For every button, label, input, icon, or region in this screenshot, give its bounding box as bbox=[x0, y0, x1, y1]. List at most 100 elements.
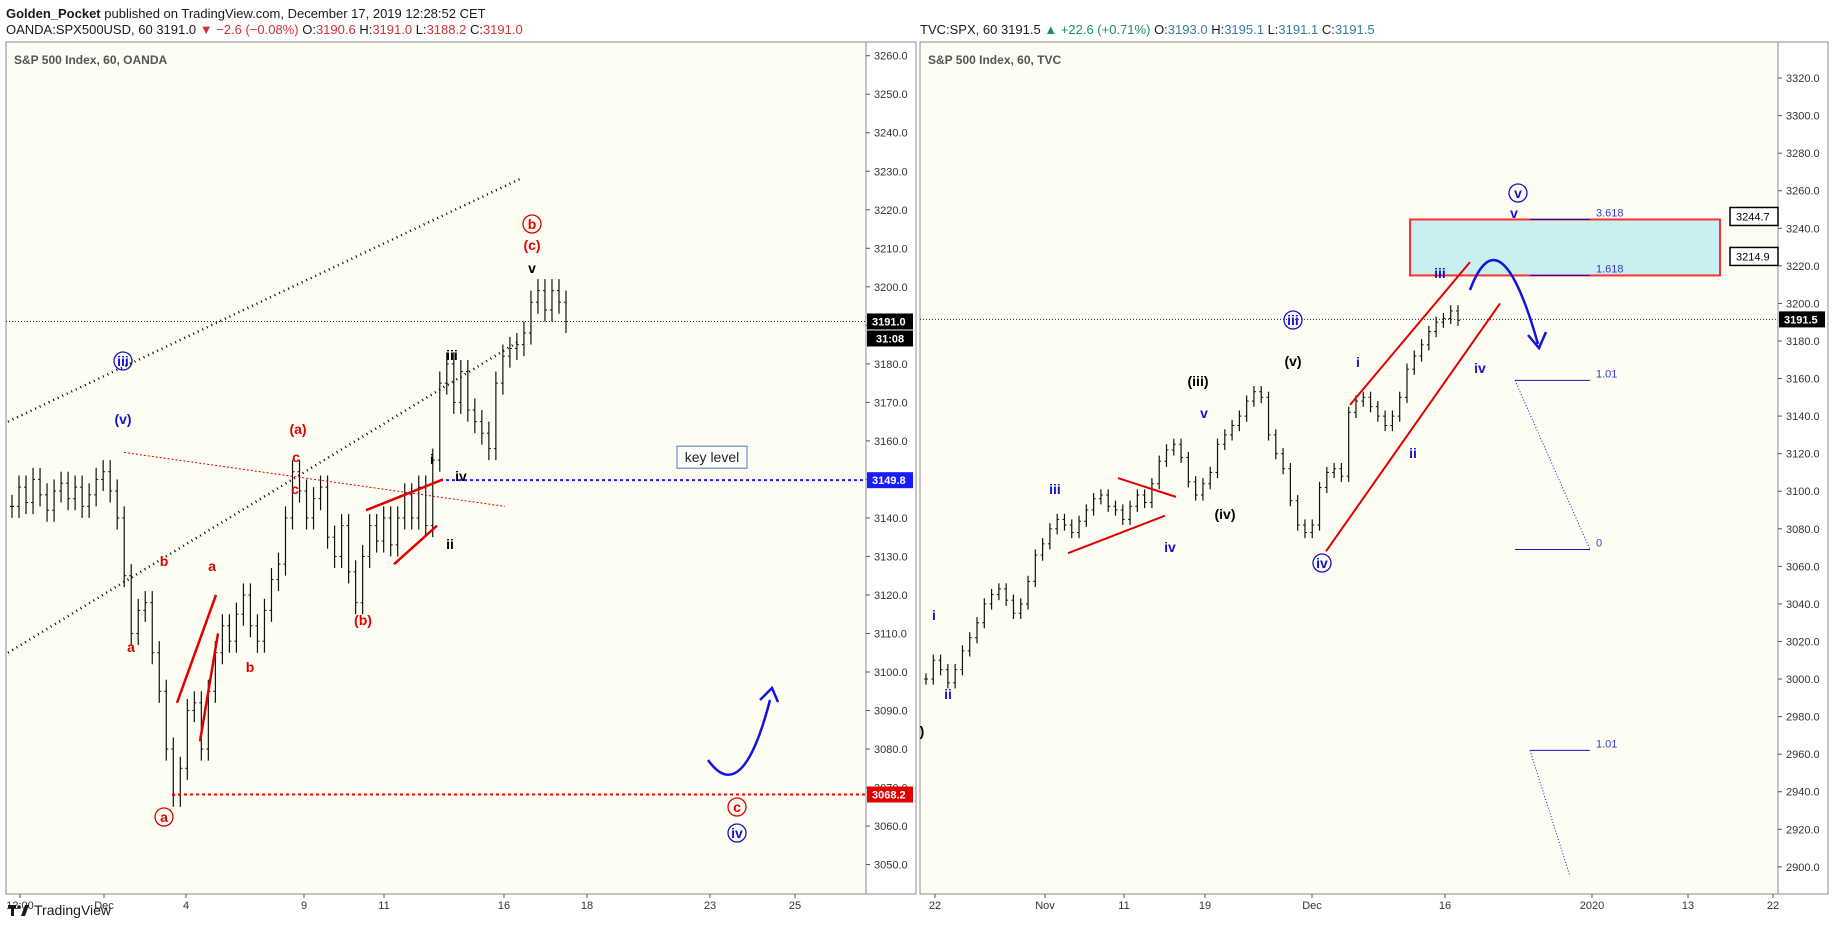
wave-label: b bbox=[528, 216, 537, 232]
y-tick-label: 2920.0 bbox=[1786, 824, 1820, 836]
wave-label: (b) bbox=[354, 612, 372, 628]
y-tick-label: 3240.0 bbox=[1786, 223, 1820, 235]
y-tick-label: 3100.0 bbox=[1786, 486, 1820, 498]
y-tick-label: 2960.0 bbox=[1786, 749, 1820, 761]
wave-label: (a) bbox=[289, 421, 306, 437]
left-low: 3188.2 bbox=[426, 22, 467, 37]
wave-label: ii bbox=[944, 686, 952, 702]
x-tick-label: 22 bbox=[929, 900, 941, 912]
countdown-tag bbox=[867, 330, 913, 347]
price-callout-label: 3214.9 bbox=[1736, 251, 1770, 263]
x-tick-label: 13 bbox=[1682, 900, 1694, 912]
wave-label: iii bbox=[117, 353, 129, 369]
left-symbol: OANDA:SPX500USD, 60 bbox=[6, 22, 153, 37]
wave-label: ii bbox=[1409, 445, 1417, 461]
right-ohlc-line: TVC:SPX, 60 3191.5 ▲ +22.6 (+0.71%) O:31… bbox=[920, 22, 1375, 37]
y-tick-label: 3280.0 bbox=[1786, 148, 1820, 160]
wave-label: iv bbox=[455, 468, 467, 484]
wedge-line bbox=[1325, 302, 1501, 552]
chart-panel-0: S&P 500 Index, 60, OANDA3050.03060.03070… bbox=[5, 41, 917, 912]
y-tick-label: 3000.0 bbox=[1786, 674, 1820, 686]
wave-label: iii bbox=[446, 347, 458, 363]
x-tick-label: 25 bbox=[789, 900, 801, 912]
right-low: 3191.1 bbox=[1278, 22, 1319, 37]
wave-label-circle bbox=[727, 797, 747, 817]
projection-arrow bbox=[1468, 258, 1540, 345]
y-tick-label: 3020.0 bbox=[1786, 636, 1820, 648]
wave-label-circle bbox=[113, 351, 133, 371]
wave-label: (iv) bbox=[1215, 506, 1236, 522]
publish-line: Golden_Pocket published on TradingView.c… bbox=[6, 6, 486, 21]
y-tick-label: 3220.0 bbox=[1786, 261, 1820, 273]
x-tick-label: Nov bbox=[1035, 900, 1055, 912]
right-open: 3193.0 bbox=[1167, 22, 1208, 37]
price-series bbox=[924, 305, 1460, 689]
x-tick-label: 23 bbox=[704, 900, 716, 912]
wave-label: c bbox=[733, 799, 741, 815]
wave-label: b bbox=[246, 659, 255, 675]
y-tick-label: 3180.0 bbox=[1786, 336, 1820, 348]
projection-arrow bbox=[706, 699, 772, 776]
price-callout-label: 3244.7 bbox=[1736, 211, 1770, 223]
wave-label: v bbox=[1514, 185, 1522, 201]
y-tick-label: 3200.0 bbox=[1786, 298, 1820, 310]
tradingview-brand[interactable]: TradingView bbox=[34, 902, 112, 918]
y-tick-label: 3120.0 bbox=[874, 590, 908, 602]
support-price: 3068.2 bbox=[872, 789, 906, 801]
key-level-label: key level bbox=[685, 449, 739, 465]
y-tick-label: 3110.0 bbox=[874, 628, 907, 640]
key-level-price: 3149.8 bbox=[872, 475, 906, 487]
y-tick-label: 3250.0 bbox=[874, 89, 908, 101]
x-tick-label: 16 bbox=[1439, 900, 1451, 912]
y-tick-label: 3140.0 bbox=[874, 513, 908, 525]
wave-label: ) bbox=[920, 723, 925, 739]
wave-label: iv bbox=[731, 825, 743, 841]
wave-label: b bbox=[160, 553, 169, 569]
y-tick-label: 3260.0 bbox=[1786, 186, 1820, 198]
wave-label: i bbox=[1356, 354, 1360, 370]
y-tick-label: 3080.0 bbox=[1786, 524, 1820, 536]
y-tick-label: 2940.0 bbox=[1786, 787, 1820, 799]
y-tick-label: 3040.0 bbox=[1786, 599, 1820, 611]
y-tick-label: 3090.0 bbox=[874, 706, 908, 718]
y-tick-label: 3160.0 bbox=[1786, 374, 1820, 386]
wave-label: iii bbox=[1287, 312, 1299, 328]
y-tick-label: 3210.0 bbox=[874, 243, 908, 255]
y-tick-label: 3230.0 bbox=[874, 166, 908, 178]
right-symbol: TVC:SPX, 60 bbox=[920, 22, 998, 37]
price-callout bbox=[1729, 206, 1779, 227]
target-zone bbox=[1409, 218, 1721, 277]
wave-label: iv bbox=[1316, 555, 1328, 571]
fib-label: 1.618 bbox=[1596, 263, 1624, 275]
y-tick-label: 3060.0 bbox=[1786, 561, 1820, 573]
wave-label: a bbox=[208, 558, 216, 574]
x-tick-label: 16 bbox=[498, 900, 510, 912]
y-tick-label: 3130.0 bbox=[874, 551, 908, 563]
author-name[interactable]: Golden_Pocket bbox=[6, 6, 101, 21]
triangle-line bbox=[393, 524, 438, 566]
key-level-tag bbox=[867, 472, 913, 489]
wave-label-circle bbox=[154, 807, 174, 827]
last-price-tag bbox=[1779, 311, 1825, 328]
wave-label-circle bbox=[727, 823, 747, 843]
last-price-tag bbox=[867, 313, 913, 330]
y-tick-label: 3320.0 bbox=[1786, 73, 1820, 85]
x-tick-label: 19 bbox=[1199, 900, 1211, 912]
projection-arrow-head bbox=[759, 685, 780, 703]
fib-label: 1.01 bbox=[1596, 368, 1617, 380]
y-tick-label: 3120.0 bbox=[1786, 449, 1820, 461]
chart-panel-1: S&P 500 Index, 60, TVC 2900.0 2920.0 2940.0… bbox=[919, 41, 1829, 912]
price-series bbox=[10, 279, 568, 807]
chart-title: S&P 500 Index, 60, OANDA bbox=[14, 53, 168, 67]
tradingview-logo-icon bbox=[8, 905, 29, 916]
y-tick-label: 3220.0 bbox=[874, 205, 908, 217]
wave-label-circle bbox=[1312, 553, 1332, 573]
wave-label: (v) bbox=[1284, 353, 1301, 369]
y-tick-label: 3240.0 bbox=[874, 128, 908, 140]
y-tick-label: 3300.0 bbox=[1786, 111, 1820, 123]
fib-label: 1.01 bbox=[1596, 738, 1617, 750]
trend-dotted bbox=[123, 451, 506, 507]
projection-arrow-head bbox=[1527, 331, 1548, 351]
wave-label: i bbox=[430, 451, 434, 467]
